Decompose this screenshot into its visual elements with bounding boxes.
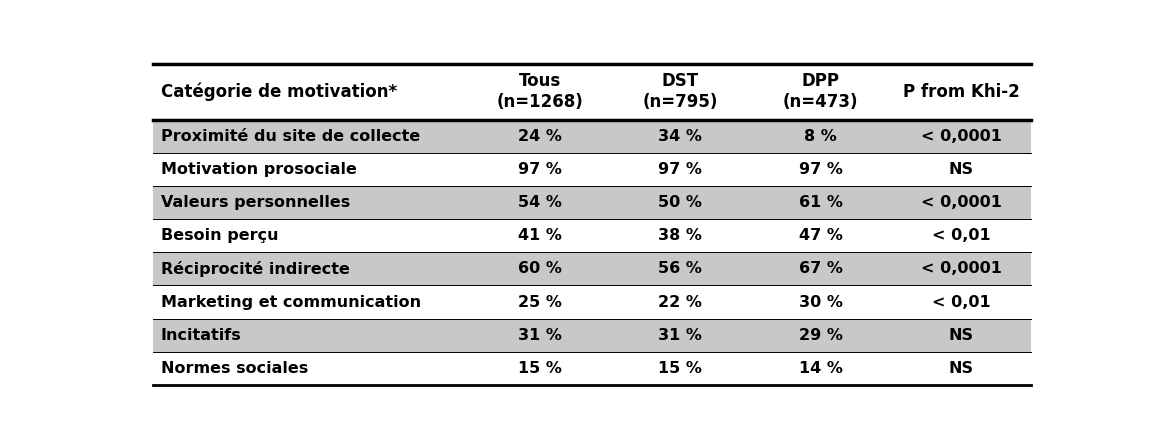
Text: NS: NS bbox=[949, 361, 973, 376]
Bar bbox=[154, 285, 1031, 319]
Text: Catégorie de motivation*: Catégorie de motivation* bbox=[161, 83, 397, 101]
Text: 50 %: 50 % bbox=[658, 195, 702, 210]
Text: 29 %: 29 % bbox=[799, 328, 843, 343]
Text: 67 %: 67 % bbox=[799, 262, 843, 277]
Bar bbox=[154, 352, 1031, 385]
Text: 38 %: 38 % bbox=[658, 228, 702, 243]
Text: < 0,01: < 0,01 bbox=[932, 228, 991, 243]
Text: DST
(n=795): DST (n=795) bbox=[643, 72, 718, 111]
Bar bbox=[154, 219, 1031, 252]
Text: < 0,0001: < 0,0001 bbox=[921, 129, 1001, 144]
Text: DPP
(n=473): DPP (n=473) bbox=[783, 72, 859, 111]
Text: 60 %: 60 % bbox=[518, 262, 562, 277]
Text: 97 %: 97 % bbox=[518, 162, 562, 177]
Text: 25 %: 25 % bbox=[518, 294, 562, 309]
Text: NS: NS bbox=[949, 162, 973, 177]
Text: Motivation prosociale: Motivation prosociale bbox=[161, 162, 356, 177]
Text: Marketing et communication: Marketing et communication bbox=[161, 294, 421, 309]
Text: Tous
(n=1268): Tous (n=1268) bbox=[496, 72, 583, 111]
Text: Incitatifs: Incitatifs bbox=[161, 328, 242, 343]
Text: Réciprocité indirecte: Réciprocité indirecte bbox=[161, 261, 349, 277]
Text: Normes sociales: Normes sociales bbox=[161, 361, 307, 376]
Bar bbox=[154, 153, 1031, 186]
Bar bbox=[154, 63, 1031, 120]
Text: 54 %: 54 % bbox=[518, 195, 562, 210]
Text: 22 %: 22 % bbox=[658, 294, 702, 309]
Bar bbox=[154, 186, 1031, 219]
Text: 31 %: 31 % bbox=[518, 328, 562, 343]
Text: < 0,0001: < 0,0001 bbox=[921, 262, 1001, 277]
Text: 61 %: 61 % bbox=[799, 195, 843, 210]
Text: 56 %: 56 % bbox=[658, 262, 702, 277]
Text: 15 %: 15 % bbox=[518, 361, 562, 376]
Bar bbox=[154, 120, 1031, 153]
Text: 97 %: 97 % bbox=[658, 162, 702, 177]
Text: < 0,0001: < 0,0001 bbox=[921, 195, 1001, 210]
Text: 14 %: 14 % bbox=[799, 361, 843, 376]
Text: 41 %: 41 % bbox=[518, 228, 562, 243]
Text: 30 %: 30 % bbox=[799, 294, 843, 309]
Bar bbox=[154, 252, 1031, 285]
Text: 34 %: 34 % bbox=[658, 129, 702, 144]
Text: < 0,01: < 0,01 bbox=[932, 294, 991, 309]
Text: 8 %: 8 % bbox=[805, 129, 837, 144]
Text: Valeurs personnelles: Valeurs personnelles bbox=[161, 195, 350, 210]
Text: 31 %: 31 % bbox=[658, 328, 702, 343]
Bar bbox=[154, 319, 1031, 352]
Text: P from Khi-2: P from Khi-2 bbox=[903, 83, 1020, 101]
Text: Proximité du site de collecte: Proximité du site de collecte bbox=[161, 129, 420, 144]
Text: 15 %: 15 % bbox=[658, 361, 702, 376]
Text: NS: NS bbox=[949, 328, 973, 343]
Text: 24 %: 24 % bbox=[518, 129, 562, 144]
Text: 47 %: 47 % bbox=[799, 228, 843, 243]
Text: 97 %: 97 % bbox=[799, 162, 843, 177]
Text: Besoin perçu: Besoin perçu bbox=[161, 228, 279, 243]
